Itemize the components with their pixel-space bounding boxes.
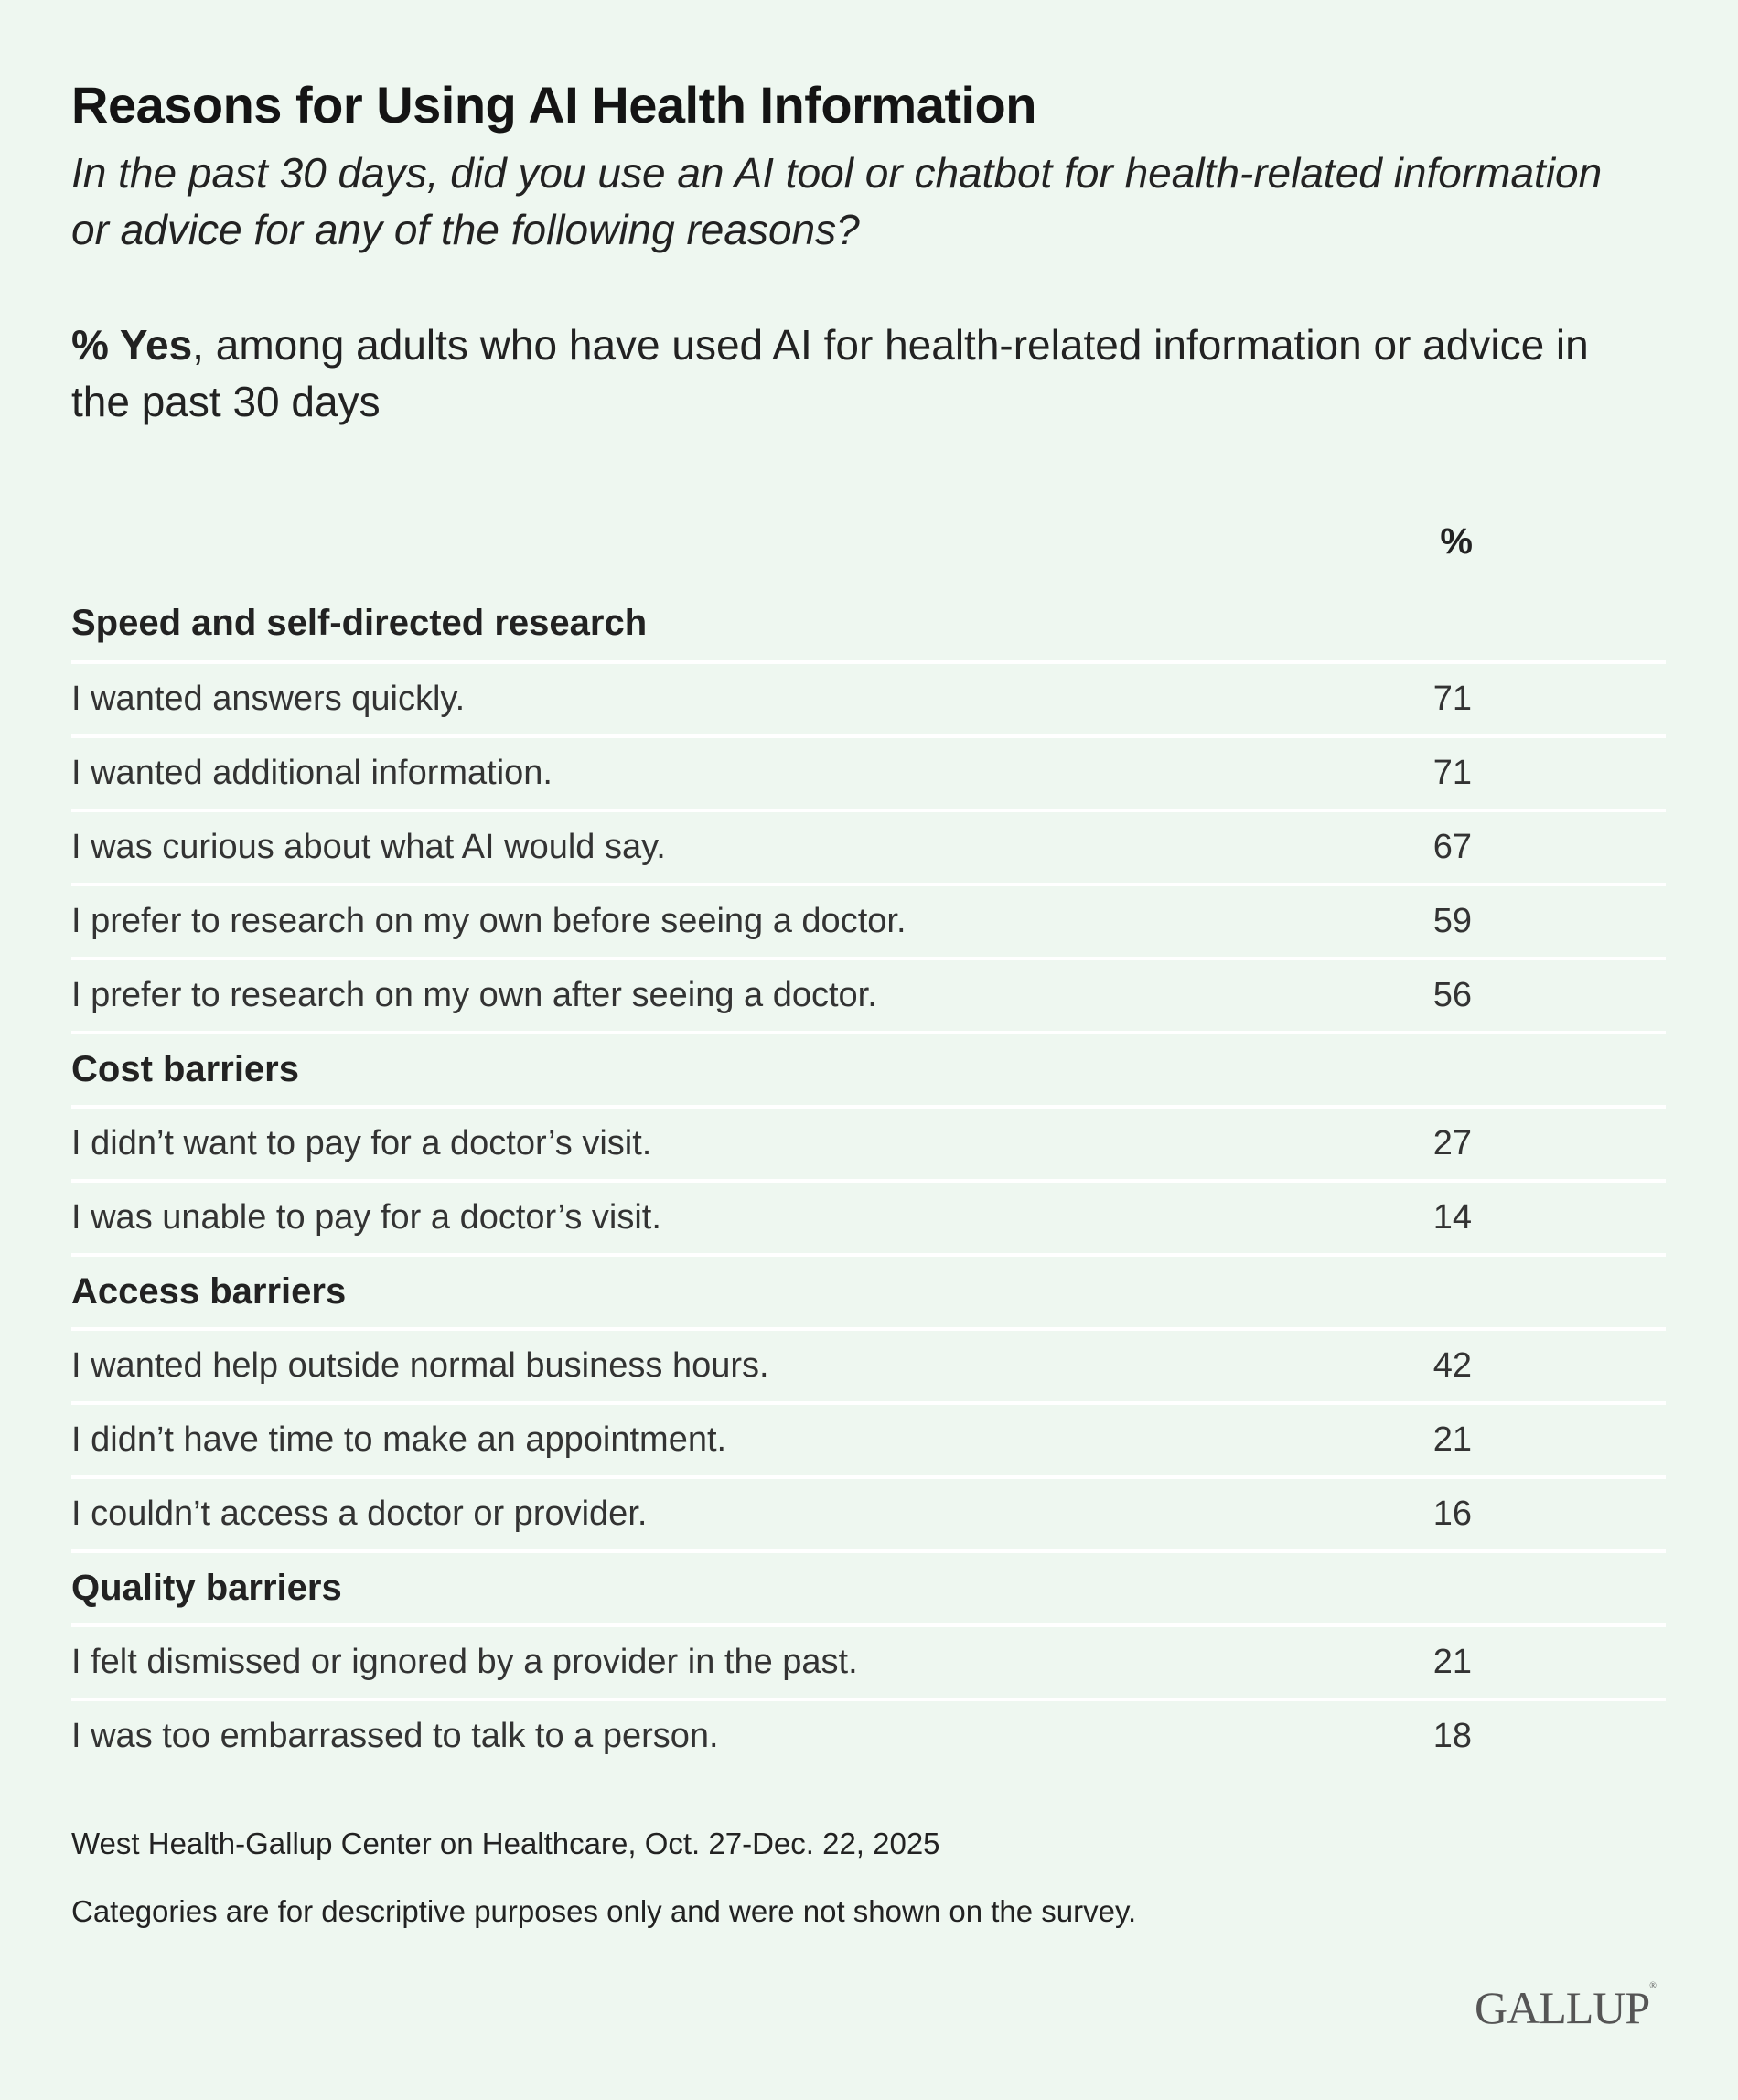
footnote: Categories are for descriptive purposes …: [71, 1894, 1137, 1928]
row-value: 56: [1432, 976, 1472, 1014]
row-label: I didn’t want to pay for a doctor’s visi…: [71, 1124, 652, 1162]
note-bold: % Yes: [71, 321, 193, 369]
row-value: 59: [1432, 902, 1472, 940]
table-row: I wanted answers quickly. 71: [71, 660, 1666, 734]
table-row: I wanted additional information. 71: [71, 734, 1666, 809]
row-label: I wanted help outside normal business ho…: [71, 1346, 769, 1385]
row-label: I prefer to research on my own after see…: [71, 976, 877, 1014]
row-label: I was too embarrassed to talk to a perso…: [71, 1717, 719, 1755]
table-row: I felt dismissed or ignored by a provide…: [71, 1623, 1666, 1698]
group-label: Speed and self-directed research: [71, 603, 648, 643]
source: West Health-Gallup Center on Healthcare,…: [71, 1827, 940, 1860]
group-header: Cost barriers: [71, 1031, 1666, 1105]
group-header: Speed and self-directed research: [71, 586, 1666, 660]
table-row: I prefer to research on my own after see…: [71, 957, 1666, 1031]
row-value: 21: [1432, 1420, 1472, 1459]
group-label: Access barriers: [71, 1271, 347, 1312]
row-value: 27: [1432, 1124, 1472, 1162]
subtitle: In the past 30 days, did you use an AI t…: [71, 149, 1603, 253]
table-row: I prefer to research on my own before se…: [71, 883, 1666, 957]
row-value: 18: [1432, 1717, 1472, 1755]
row-value: 14: [1432, 1198, 1472, 1237]
table-row: I couldn’t access a doctor or provider. 1…: [71, 1475, 1666, 1549]
table-row: I was unable to pay for a doctor’s visit…: [71, 1179, 1666, 1253]
row-label: I felt dismissed or ignored by a provide…: [71, 1643, 858, 1681]
row-value: 21: [1432, 1643, 1472, 1681]
results-table: Speed and self-directed research I wanted…: [71, 586, 1666, 1772]
row-label: I wanted additional information.: [71, 754, 553, 792]
row-value: 71: [1432, 680, 1472, 718]
row-value: 42: [1432, 1346, 1472, 1385]
note-rest: , among adults who have used AI for heal…: [71, 321, 1589, 425]
page-title: Reasons for Using AI Health Information: [71, 76, 1036, 134]
group-label: Cost barriers: [71, 1049, 299, 1089]
group-header: Access barriers: [71, 1253, 1666, 1327]
table-row: I wanted help outside normal business ho…: [71, 1327, 1666, 1401]
row-label: I prefer to research on my own before se…: [71, 902, 907, 940]
table-row: I didn’t have time to make an appointmen…: [71, 1401, 1666, 1475]
row-value: 16: [1432, 1495, 1472, 1533]
row-label: I wanted answers quickly.: [71, 680, 466, 718]
table-row: I didn’t want to pay for a doctor’s visi…: [71, 1105, 1666, 1179]
column-header-percent: %: [1440, 521, 1473, 562]
table-row: I was too embarrassed to talk to a perso…: [71, 1698, 1666, 1772]
row-value: 67: [1432, 828, 1472, 866]
table-row: I was curious about what AI would say. 67: [71, 809, 1666, 883]
group-label: Quality barriers: [71, 1568, 342, 1608]
population-note: % Yes, among adults who have used AI for…: [71, 316, 1626, 430]
row-value: 71: [1432, 754, 1472, 792]
row-label: I was unable to pay for a doctor’s visit…: [71, 1198, 661, 1237]
group-header: Quality barriers: [71, 1549, 1666, 1623]
row-label: I was curious about what AI would say.: [71, 828, 666, 866]
gallup-logo: GALLUP®: [1475, 1981, 1657, 2033]
row-label: I couldn’t access a doctor or provider.: [71, 1495, 648, 1533]
row-label: I didn’t have time to make an appointmen…: [71, 1420, 727, 1459]
